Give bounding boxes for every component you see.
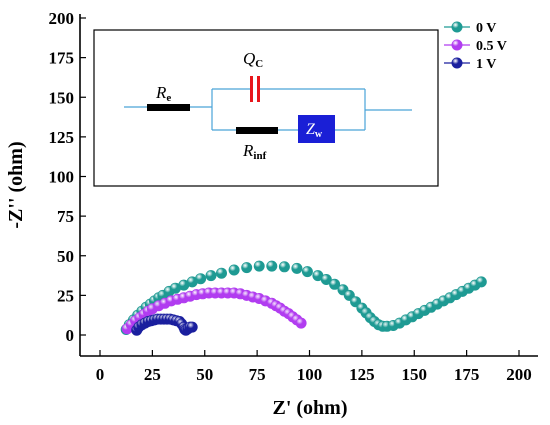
resistor-rinf: [236, 127, 278, 134]
data-point: [195, 273, 207, 285]
y-tick-label: 175: [49, 49, 75, 68]
x-tick-label: 150: [402, 365, 428, 384]
y-tick-label: 50: [57, 247, 74, 266]
data-point: [216, 267, 228, 279]
y-tick-label: 25: [57, 286, 74, 305]
legend-label: 1 V: [476, 57, 496, 72]
legend-label: 0.5 V: [476, 39, 507, 54]
y-tick-label: 200: [49, 9, 75, 28]
data-point: [475, 276, 487, 288]
x-tick-label: 75: [249, 365, 266, 384]
series-0-5V: [121, 287, 307, 335]
x-tick-label: 175: [454, 365, 480, 384]
y-tick-label: 75: [57, 207, 74, 226]
data-point: [186, 321, 198, 333]
legend-marker: [451, 21, 463, 33]
x-tick-label: 50: [196, 365, 213, 384]
x-tick-label: 125: [349, 365, 375, 384]
label-zw: Zw: [306, 121, 323, 140]
capacitor-plate-right: [257, 76, 260, 102]
y-tick-label: 150: [49, 88, 75, 107]
circuit-inset: Re QC Rinf Zw: [93, 29, 439, 187]
axis-ticks: [80, 17, 520, 356]
data-point: [320, 273, 332, 285]
data-series: [120, 260, 487, 336]
data-point: [241, 262, 253, 274]
data-point: [295, 317, 307, 329]
legend-marker: [451, 39, 463, 51]
axis-tick-labels: 0 25 50 75 100 125 150 175 200 0 25 50 75 100 125 150 17…: [49, 9, 532, 384]
data-point: [278, 261, 290, 273]
inset-frame: [93, 29, 439, 187]
y-tick-label: 100: [49, 168, 75, 187]
data-point: [266, 260, 278, 272]
y-tick-label: 0: [66, 326, 75, 345]
data-point: [329, 278, 341, 290]
label-re: Re: [155, 83, 171, 104]
legend-label: 0 V: [476, 21, 496, 36]
x-tick-label: 100: [297, 365, 323, 384]
x-tick-label: 200: [506, 365, 532, 384]
label-rinf: Rinf: [242, 141, 267, 162]
y-axis-title: -Z'' (ohm): [5, 141, 27, 228]
x-tick-label: 25: [144, 365, 161, 384]
x-axis-title: Z' (ohm): [273, 397, 348, 419]
data-point: [301, 266, 313, 278]
series-1V: [131, 313, 198, 336]
legend-marker: [451, 57, 463, 69]
y-tick-label: 125: [49, 128, 75, 147]
warburg-element: [298, 115, 335, 143]
data-point: [291, 262, 303, 274]
x-tick-label: 0: [96, 365, 105, 384]
data-point: [205, 270, 217, 282]
data-point: [228, 264, 240, 276]
resistor-re: [147, 104, 190, 111]
data-point: [253, 260, 265, 272]
label-qc: QC: [243, 49, 263, 70]
legend: 0 V 0.5 V 1 V: [444, 21, 507, 72]
capacitor-plate-left: [250, 76, 253, 102]
